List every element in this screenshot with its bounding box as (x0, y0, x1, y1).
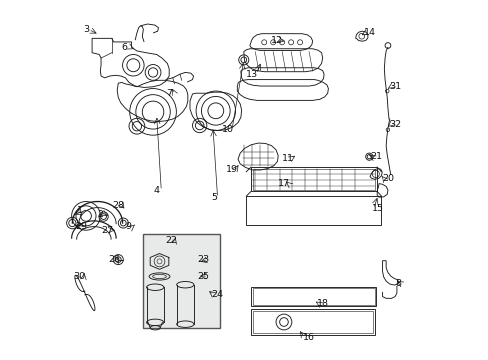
Text: 28: 28 (112, 201, 124, 210)
Text: 11: 11 (281, 154, 293, 163)
Text: 27: 27 (102, 226, 113, 235)
Text: 9: 9 (125, 222, 131, 231)
Text: 13: 13 (245, 70, 257, 79)
Text: 21: 21 (370, 152, 382, 161)
Text: 17: 17 (277, 179, 289, 188)
Bar (250, 167, 376, 192)
Text: 8: 8 (395, 279, 401, 288)
Text: 22: 22 (164, 237, 177, 246)
Text: 10: 10 (222, 125, 234, 134)
Bar (252, 288, 374, 305)
Text: 16: 16 (303, 333, 314, 342)
Text: 30: 30 (73, 272, 85, 281)
Bar (252, 311, 372, 333)
Text: 26: 26 (108, 255, 120, 264)
Text: 29: 29 (76, 222, 87, 231)
Text: 18: 18 (317, 299, 329, 308)
Text: 24: 24 (211, 290, 223, 299)
Bar (252, 168, 375, 190)
Bar (250, 287, 376, 306)
Text: 6: 6 (121, 43, 127, 52)
Text: 14: 14 (363, 28, 375, 37)
Bar (143, 234, 220, 328)
Bar (246, 196, 381, 225)
Text: 31: 31 (388, 82, 400, 91)
Bar (250, 309, 374, 335)
Text: 12: 12 (270, 36, 282, 45)
Text: 20: 20 (381, 174, 393, 183)
Text: 32: 32 (388, 120, 400, 129)
Text: 4: 4 (153, 186, 159, 195)
Text: 19: 19 (225, 165, 238, 174)
Text: 5: 5 (211, 193, 217, 202)
Text: 1: 1 (77, 206, 82, 215)
Text: 7: 7 (166, 89, 172, 98)
Text: 23: 23 (197, 255, 209, 264)
Text: 15: 15 (371, 204, 383, 213)
Text: 2: 2 (97, 210, 103, 219)
Text: 25: 25 (197, 271, 209, 280)
Text: 3: 3 (83, 25, 89, 34)
